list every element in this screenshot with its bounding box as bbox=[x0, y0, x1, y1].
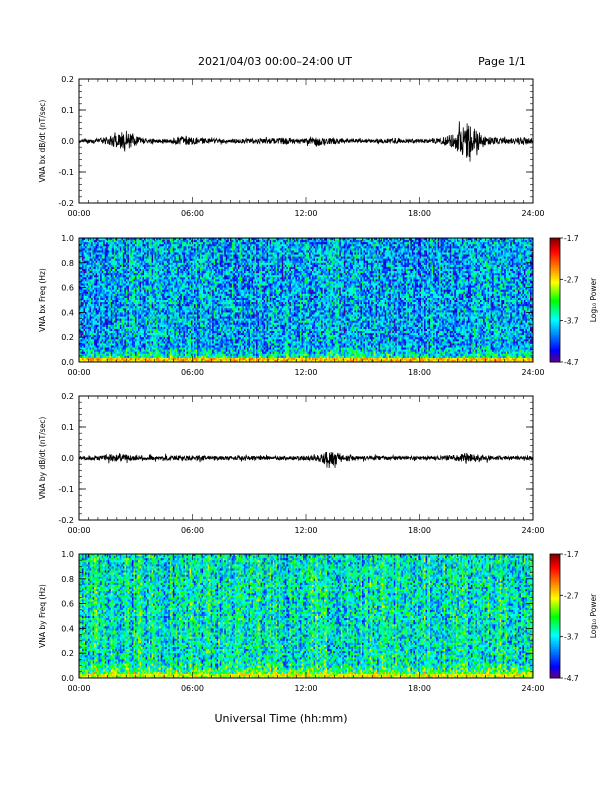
x-tick-label: 06:00 bbox=[181, 209, 204, 218]
x-tick-label: 12:00 bbox=[294, 209, 317, 218]
y-tick-label: -0.1 bbox=[58, 168, 74, 177]
y-tick-label: -0.2 bbox=[58, 199, 74, 208]
x-axis-label: Universal Time (hh:mm) bbox=[215, 712, 348, 725]
data-line bbox=[79, 121, 533, 161]
y-axis-label: VNA bx dB/dt (nT/sec) bbox=[38, 100, 47, 183]
panel-bx: 0.2 0.1 0.0 -0.1 -0.2 VNA bx dB/dt (nT/sec) 00… bbox=[38, 75, 545, 218]
figure-title: 2021/04/03 00:00–24:00 UT bbox=[198, 55, 352, 68]
x-tick-label: 18:00 bbox=[408, 209, 431, 218]
x-tick-label: 00:00 bbox=[67, 209, 90, 218]
page-indicator: Page 1/1 bbox=[478, 55, 526, 68]
y-tick-label: 0.1 bbox=[61, 106, 74, 115]
x-tick-label: 24:00 bbox=[521, 209, 544, 218]
y-tick-label: 0.2 bbox=[61, 75, 74, 84]
y-tick-label: 0.0 bbox=[61, 137, 74, 146]
